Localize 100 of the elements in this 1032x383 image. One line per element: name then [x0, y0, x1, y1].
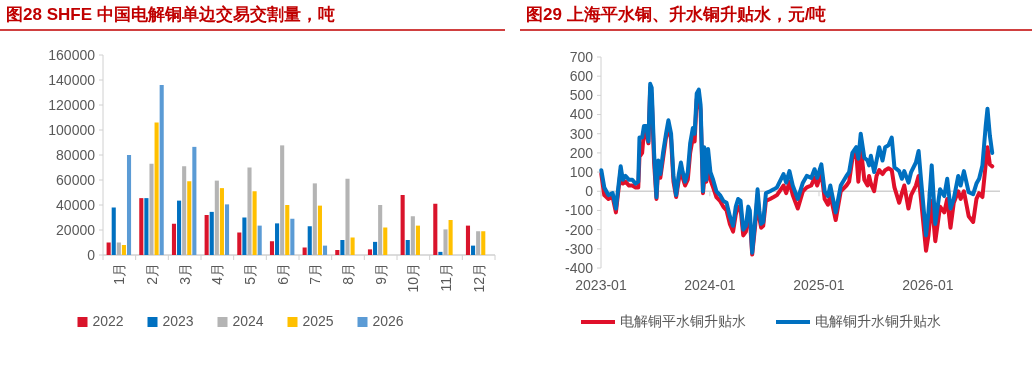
bar — [367, 249, 373, 255]
y-tick-label: -100 — [564, 202, 594, 219]
bar — [438, 251, 443, 255]
legend-label: 电解铜升水铜升贴水 — [815, 313, 941, 329]
y-tick-label: 140000 — [48, 71, 96, 88]
x-tick-label: 4月 — [209, 263, 226, 285]
bar — [192, 146, 197, 255]
y-tick-label: 200 — [569, 144, 594, 161]
bar — [149, 163, 154, 255]
bar — [312, 183, 317, 255]
x-tick-label: 2025-01 — [793, 277, 845, 293]
x-tick-label: 3月 — [176, 263, 193, 285]
legend-label: 2025 — [302, 313, 334, 329]
bar — [224, 204, 230, 255]
y-tick-label: 40000 — [56, 196, 96, 213]
bar — [126, 155, 132, 255]
bar — [219, 188, 224, 255]
bar — [471, 245, 476, 255]
bar — [476, 231, 481, 255]
bar — [405, 240, 410, 255]
x-tick-label: 2026-01 — [902, 277, 954, 293]
bar — [350, 237, 355, 255]
y-tick-label: 20000 — [56, 221, 96, 238]
bar — [481, 231, 486, 255]
y-tick-label: 80000 — [56, 146, 96, 163]
bar — [302, 247, 307, 255]
bar — [182, 166, 187, 255]
bar — [340, 240, 345, 255]
x-tick-label: 5月 — [241, 263, 258, 285]
y-tick-label: -300 — [564, 240, 594, 257]
x-tick-label: 2024-01 — [684, 277, 736, 293]
bar — [139, 198, 144, 255]
chart-title: 图28 SHFE 中国电解铜单边交易交割量，吨 — [6, 5, 335, 24]
y-tick-label: 120000 — [48, 96, 96, 113]
y-tick-label: 100 — [569, 163, 594, 180]
bar — [116, 242, 121, 255]
x-tick-label: 12月 — [470, 263, 487, 293]
bar — [307, 226, 312, 255]
bar — [285, 205, 290, 255]
x-tick-label: 6月 — [274, 263, 291, 285]
y-tick-label: 0 — [87, 246, 96, 263]
bar — [154, 122, 159, 255]
bar — [322, 245, 328, 255]
bar — [214, 180, 219, 255]
bar — [269, 241, 275, 255]
y-tick-label: 100000 — [48, 121, 96, 138]
bar — [400, 195, 405, 255]
y-tick-label: 160000 — [48, 46, 96, 63]
bar — [144, 198, 149, 255]
bar — [187, 181, 192, 255]
bar — [106, 242, 111, 255]
bar — [335, 250, 340, 255]
y-tick-label: 0 — [585, 183, 594, 200]
bar — [345, 178, 350, 255]
x-tick-label: 2月 — [143, 263, 160, 285]
bar — [159, 85, 164, 255]
bar — [415, 225, 420, 255]
bar — [204, 215, 209, 255]
bar — [448, 220, 453, 255]
y-tick-label: 500 — [569, 87, 594, 104]
bar — [275, 223, 280, 255]
legend-label: 2023 — [162, 313, 194, 329]
x-tick-label: 1月 — [111, 263, 128, 285]
bar — [121, 245, 126, 255]
x-tick-label: 10月 — [405, 263, 422, 293]
y-tick-label: 300 — [569, 125, 594, 142]
legend-label: 2024 — [232, 313, 264, 329]
bar — [237, 232, 242, 255]
x-tick-label: 11月 — [437, 263, 454, 292]
chart-title: 图29 上海平水铜、升水铜升贴水，元/吨 — [526, 5, 827, 24]
legend-label: 电解铜平水铜升贴水 — [620, 313, 746, 329]
bar — [378, 205, 383, 255]
bar — [171, 223, 177, 255]
y-tick-label: 400 — [569, 106, 594, 123]
bar — [257, 225, 262, 255]
y-tick-label: 60000 — [56, 171, 96, 188]
bar — [433, 203, 438, 255]
bar — [247, 167, 252, 255]
x-tick-label: 7月 — [307, 263, 324, 285]
legend-label: 2022 — [92, 313, 124, 329]
legend-label: 2026 — [372, 313, 404, 329]
bar — [209, 211, 214, 255]
x-tick-label: 9月 — [372, 263, 389, 285]
y-tick-label: -200 — [564, 221, 594, 238]
x-tick-label: 8月 — [339, 263, 356, 285]
bar — [290, 218, 295, 255]
bar — [465, 225, 471, 255]
bar — [252, 191, 257, 255]
y-tick-label: 700 — [569, 48, 594, 65]
bar — [177, 200, 182, 255]
bar — [383, 227, 388, 255]
bar — [443, 229, 448, 255]
x-tick-label: 2023-01 — [575, 277, 627, 293]
bar — [410, 216, 415, 255]
bar — [111, 207, 116, 255]
bar — [317, 205, 322, 255]
y-tick-label: 600 — [569, 68, 594, 85]
y-tick-label: -400 — [564, 259, 594, 276]
bar — [242, 217, 247, 255]
bar — [280, 145, 285, 255]
